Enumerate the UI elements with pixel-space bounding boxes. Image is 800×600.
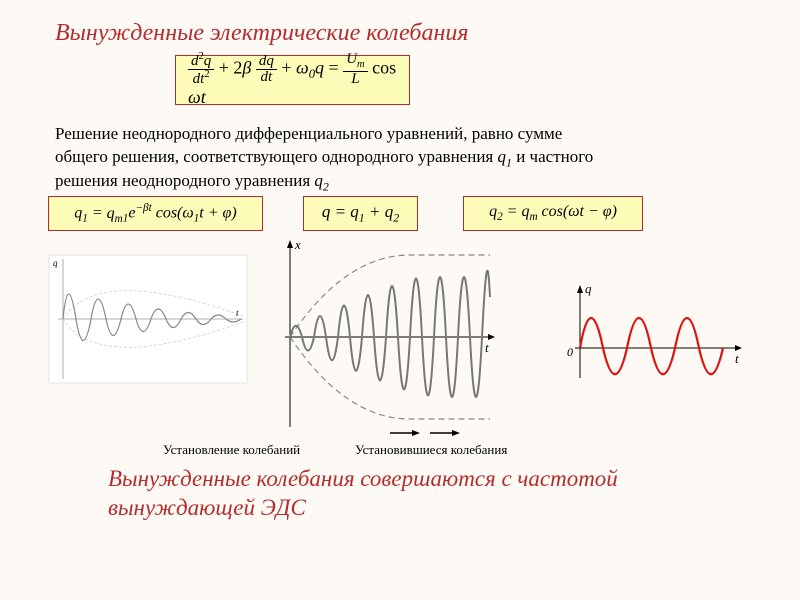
svg-text:x: x (294, 237, 301, 252)
caption-transient: Установление колебаний (163, 442, 300, 458)
caption-steady: Установившиеся колебания (355, 442, 507, 458)
damped-oscillation-figure: q t (48, 254, 248, 384)
para-line1: Решение неоднородного дифференциального … (55, 124, 562, 143)
para-line2b: и частного (512, 147, 593, 166)
conclusion-text: Вынужденные колебания совершаются с част… (108, 465, 688, 523)
svg-text:q: q (53, 258, 58, 268)
steady-y-label: q (585, 281, 592, 296)
q1-symbol: q1 (498, 147, 512, 166)
q2-symbol: q2 (314, 171, 328, 190)
para-line3: решения неоднородного уравнения (55, 171, 314, 190)
svg-text:t: t (485, 340, 489, 355)
page-title: Вынужденные электрические колебания (55, 20, 469, 47)
steady-zero: 0 (567, 345, 573, 359)
formula-q1: q1 = qm1e−βt cos(ω1t + φ) (48, 196, 263, 231)
steady-x-label: t (735, 351, 739, 366)
para-line2: общего решения, соответствующего однород… (55, 147, 498, 166)
main-equation: d2qdt2 + 2β dqdt + ω0q = UmL cos ωt (175, 55, 410, 105)
formula-sum: q = q1 + q2 (303, 196, 418, 231)
explanation-paragraph: Решение неоднородного дифференциального … (55, 123, 755, 195)
formula-q2: q2 = qm cos(ωt − φ) (463, 196, 643, 231)
steady-state-figure: q t 0 (555, 278, 745, 388)
transient-oscillation-figure: x t (260, 237, 500, 437)
